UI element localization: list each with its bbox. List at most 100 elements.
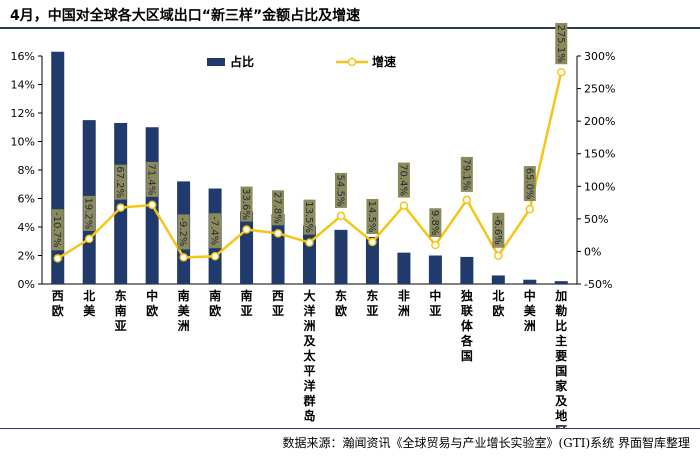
label-box <box>397 162 410 198</box>
growth-point <box>399 201 409 210</box>
category-label: 东亚 <box>366 288 378 318</box>
growth-point <box>116 203 125 212</box>
label-text: 14.5% <box>366 201 377 233</box>
label-text: 70.4% <box>397 164 408 196</box>
category-label: 南美洲 <box>178 288 191 333</box>
label-box <box>51 209 64 251</box>
y-right-tick-label: 200% <box>584 115 615 128</box>
category-label: 大洋洲及太平洋群岛 <box>302 288 316 423</box>
growth-data-label: 71.4% <box>146 161 159 197</box>
growth-point <box>525 204 535 214</box>
label-box <box>334 172 347 208</box>
growth-data-label: 27.8% <box>272 190 285 226</box>
label-text: 9.8% <box>429 210 440 235</box>
label-text: 65.0% <box>523 168 534 200</box>
label-box <box>303 199 316 235</box>
label-box <box>366 198 379 234</box>
growth-data-label: 9.8% <box>429 208 442 238</box>
growth-point <box>494 251 503 260</box>
title-rule <box>0 27 700 29</box>
growth-point <box>431 240 440 250</box>
label-text: -6.6% <box>492 216 503 245</box>
bar <box>523 279 537 284</box>
legend-swatch-point <box>347 57 357 67</box>
bar <box>491 275 505 284</box>
y-right-tick-label: 150% <box>584 148 615 161</box>
legend-label-bar: 占比 <box>230 54 254 69</box>
category-label: 加勒比主要国家及地区 <box>554 288 568 428</box>
growth-data-label: 14.5% <box>366 198 379 234</box>
bar <box>240 211 254 284</box>
y-left-tick-label: 10% <box>11 136 35 149</box>
bar <box>397 252 411 284</box>
label-text: 79.1% <box>460 159 471 191</box>
category-label: 中亚 <box>429 288 441 318</box>
category-label: 西亚 <box>272 289 284 318</box>
label-box <box>240 186 253 222</box>
growth-point <box>273 229 283 238</box>
source-note: 数据来源：瀚闻资讯《全球贸易与产业增长实验室》(GTI)系统 界面智库整理 <box>282 436 690 450</box>
category-label: 中美洲 <box>524 288 537 333</box>
category-label: 北美 <box>83 288 96 318</box>
label-box <box>83 195 96 231</box>
label-text: 54.5% <box>334 175 345 207</box>
growth-data-label: -7.4% <box>209 213 222 249</box>
y-left-tick-label: 16% <box>11 50 35 63</box>
category-label: 东南亚 <box>115 288 127 333</box>
label-box <box>523 166 536 202</box>
growth-point <box>336 211 346 221</box>
label-text: 13.5% <box>303 201 314 233</box>
footer-rule <box>0 428 700 429</box>
y-left-tick-label: 14% <box>11 79 35 92</box>
growth-data-label: 13.5% <box>303 199 316 235</box>
bar <box>334 229 348 284</box>
growth-data-label: 79.1% <box>460 156 473 192</box>
category-label: 中欧 <box>146 288 158 318</box>
bar <box>365 236 379 284</box>
label-text: -9.2% <box>177 217 188 246</box>
growth-point <box>210 251 220 261</box>
y-left-tick-label: 4% <box>18 221 35 234</box>
label-text: 33.6% <box>240 188 251 220</box>
label-text: 71.4% <box>146 164 157 196</box>
legend-label-line: 增速 <box>372 54 396 69</box>
growth-point <box>557 67 566 77</box>
growth-data-label: 70.4% <box>397 162 410 198</box>
growth-data-label: -6.6% <box>492 212 505 248</box>
y-left-tick-label: 0% <box>18 278 35 291</box>
label-box <box>492 212 505 248</box>
bar <box>554 281 568 284</box>
growth-data-label: -9.2% <box>177 214 190 250</box>
category-label: 西欧 <box>52 289 64 318</box>
bar <box>428 255 442 284</box>
y-right-tick-label: -50% <box>584 278 612 291</box>
label-box <box>114 164 127 200</box>
category-label: 北欧 <box>492 288 504 318</box>
category-label: 南亚 <box>241 288 253 318</box>
y-right-tick-label: 250% <box>584 83 615 96</box>
label-text: 19.2% <box>83 198 94 230</box>
label-box <box>429 208 442 238</box>
label-box <box>460 156 473 192</box>
growth-point <box>179 253 188 262</box>
label-box <box>177 214 190 250</box>
label-text: 67.2% <box>114 166 125 198</box>
y-left-tick-label: 2% <box>18 250 35 263</box>
growth-data-label: 54.5% <box>334 172 347 208</box>
growth-point <box>53 254 62 263</box>
growth-data-label: 65.0% <box>523 166 536 202</box>
category-label: 南欧 <box>209 288 221 318</box>
growth-data-label: 19.2% <box>83 195 96 231</box>
y-left-tick-label: 12% <box>11 107 35 120</box>
y-right-tick-label: 300% <box>584 50 615 63</box>
label-box <box>272 190 285 226</box>
label-text: -7.4% <box>209 216 220 245</box>
growth-data-label: 275.1% <box>555 23 568 65</box>
growth-point <box>305 238 314 247</box>
category-label: 非洲 <box>398 288 410 318</box>
growth-data-label: 33.6% <box>240 186 253 222</box>
growth-point <box>368 237 377 247</box>
chart-title: 4月，中国对全球各大区域出口“新三样”金额占比及增速 <box>10 8 361 24</box>
growth-point <box>242 225 251 234</box>
